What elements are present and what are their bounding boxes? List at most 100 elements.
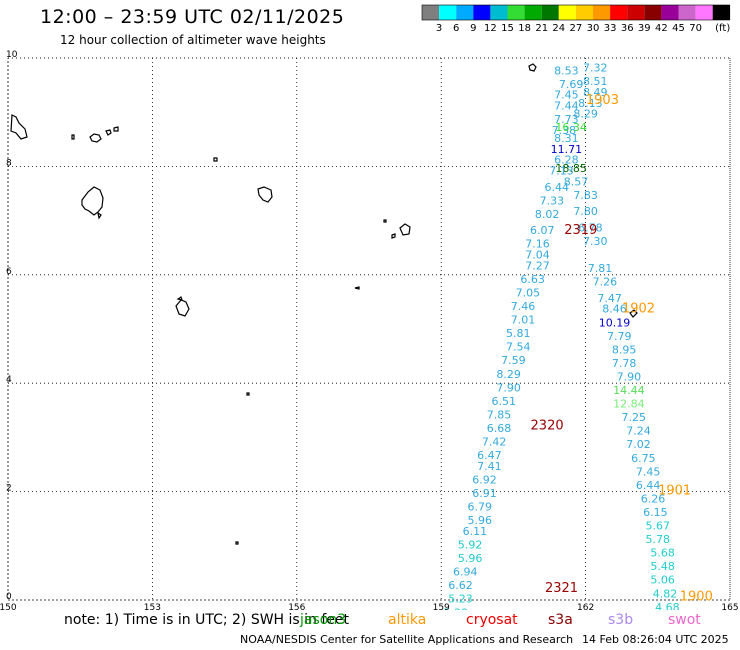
wave-height-value: 6.62 — [448, 579, 473, 592]
wave-height-value: 7.47 — [597, 292, 622, 305]
wave-height-value: 7.25 — [621, 411, 646, 424]
x-tick-label: 165 — [721, 603, 738, 610]
wave-height-value: 8.29 — [496, 368, 521, 381]
island-outline — [528, 63, 537, 72]
colorbar-label: 39 — [638, 23, 651, 34]
colorbar-swatch — [712, 5, 730, 20]
wave-height-value: 7.32 — [583, 62, 608, 75]
island-outline — [399, 223, 411, 236]
colorbar-swatch — [490, 5, 508, 20]
colorbar-swatch — [558, 5, 576, 20]
island-outline — [235, 541, 239, 545]
wave-height-value: 8.13 — [578, 97, 603, 110]
colorbar-label: 18 — [518, 23, 531, 34]
wave-height-value: 7.42 — [482, 436, 507, 449]
colorbar-label: 27 — [570, 23, 583, 34]
colorbar-label: 21 — [535, 23, 548, 34]
satellite-legend-item: s3a — [548, 612, 573, 628]
credit-text: NOAA/NESDIS Center for Satellite Applica… — [240, 633, 574, 646]
wave-height-value: 7.24 — [626, 425, 651, 438]
wave-height-value: 6.11 — [463, 525, 488, 538]
map-grid — [7, 57, 731, 601]
colorbar-swatch — [627, 5, 645, 20]
wave-height-value: 5.23 — [448, 593, 473, 606]
colorbar-label: 30 — [587, 23, 600, 34]
colorbar-swatch — [575, 5, 593, 20]
wave-height-value: 7.13 — [549, 165, 574, 178]
satellite-legend-item: cryosat — [466, 612, 518, 628]
wave-height-value: 7.69 — [559, 78, 584, 91]
colorbar-swatch — [439, 5, 457, 20]
y-tick-label: 2 — [6, 484, 12, 494]
wave-height-value: 7.30 — [583, 235, 608, 248]
y-tick-label: 10 — [6, 50, 18, 60]
colorbar-label: 70 — [689, 23, 702, 34]
x-tick-label: 156 — [288, 603, 305, 610]
wave-height-value: 6.79 — [467, 501, 492, 514]
wave-height-value: 7.26 — [593, 276, 618, 289]
track-time-label: 2319 — [564, 223, 597, 238]
wave-height-value: 5.38 — [443, 606, 468, 610]
y-tick-label: 4 — [6, 375, 12, 385]
track-time-label: 1900 — [680, 590, 713, 605]
map-title: 12:00 – 23:59 UTC 02/11/2025 — [40, 6, 345, 28]
wave-height-value: 7.16 — [525, 238, 550, 251]
x-tick-label: 150 — [0, 603, 17, 610]
colorbar-swatch — [507, 5, 525, 20]
wave-height-value: 7.79 — [607, 330, 632, 343]
wave-height-value: 6.51 — [492, 395, 517, 408]
wave-height-value: 8.46 — [602, 303, 627, 316]
colorbar-label: 15 — [501, 23, 514, 34]
colorbar-label: 33 — [604, 23, 617, 34]
x-tick-label: 162 — [577, 603, 594, 610]
wave-height-value: 4.68 — [655, 601, 680, 610]
wave-height-value: 6.68 — [487, 422, 512, 435]
island-outline — [175, 299, 190, 317]
wave-height-value: 6.44 — [544, 181, 569, 194]
x-tick-label: 153 — [144, 603, 161, 610]
wave-height-value: 7.41 — [477, 460, 502, 473]
island-outlines — [10, 63, 638, 545]
colorbar-label: 12 — [484, 23, 497, 34]
y-tick-label: 6 — [6, 267, 12, 277]
wave-height-value: 7.80 — [573, 205, 598, 218]
colorbar-swatch — [524, 5, 542, 20]
wave-height-value: 7.78 — [612, 357, 637, 370]
wave-height-value: 7.45 — [554, 89, 579, 102]
axis-tick-labels: 150 153 156 159 162 165 0 2 4 6 8 10 — [0, 50, 739, 610]
wave-height-observations: 8.53 7.328.517.698.497.458.137.448.297.73… — [443, 62, 680, 610]
wave-height-value: 12.84 — [613, 398, 645, 411]
colorbar-swatch — [644, 5, 662, 20]
colorbar-label: 3 — [436, 23, 442, 34]
satellite-legend-item: swot — [668, 612, 701, 628]
footer-note: note: 1) Time is in UTC; 2) SWH is in fe… — [64, 612, 350, 628]
wave-height-value: 6.92 — [472, 473, 497, 486]
island-outline — [89, 133, 102, 143]
wave-height-value: 7.44 — [554, 99, 579, 112]
wave-height-value: 7.01 — [511, 314, 536, 327]
track-time-label: 1901 — [658, 483, 691, 498]
colorbar-swatch — [422, 5, 440, 20]
colorbar-swatch — [473, 5, 491, 20]
wave-height-value: 11.71 — [551, 143, 583, 156]
colorbar-label: 24 — [552, 23, 565, 34]
colorbar-label: 42 — [655, 23, 668, 34]
wave-height-value: 7.33 — [540, 194, 565, 207]
satellite-legend-item: s3b — [608, 612, 634, 628]
colorbar-frame — [421, 4, 731, 21]
wave-height-value: 5.68 — [650, 547, 675, 560]
y-tick-label: 0 — [6, 592, 12, 602]
wave-height-value: 6.47 — [477, 449, 502, 462]
wave-height-value: 8.31 — [554, 132, 579, 145]
island-outline — [105, 129, 112, 136]
wave-height-map: 8.53 7.328.517.698.497.458.137.448.297.73… — [0, 50, 739, 610]
colorbar-label: 36 — [621, 23, 634, 34]
wave-height-value: 16.34 — [555, 121, 587, 134]
wave-height-value: 5.06 — [650, 574, 675, 587]
colorbar-swatch — [593, 5, 611, 20]
wave-height-value: 7.54 — [506, 341, 531, 354]
wave-height-value: 18.85 — [555, 162, 587, 175]
wave-height-value: 7.45 — [636, 465, 661, 478]
wave-height-value: 6.15 — [643, 506, 668, 519]
wave-height-value: 5.67 — [646, 520, 671, 533]
